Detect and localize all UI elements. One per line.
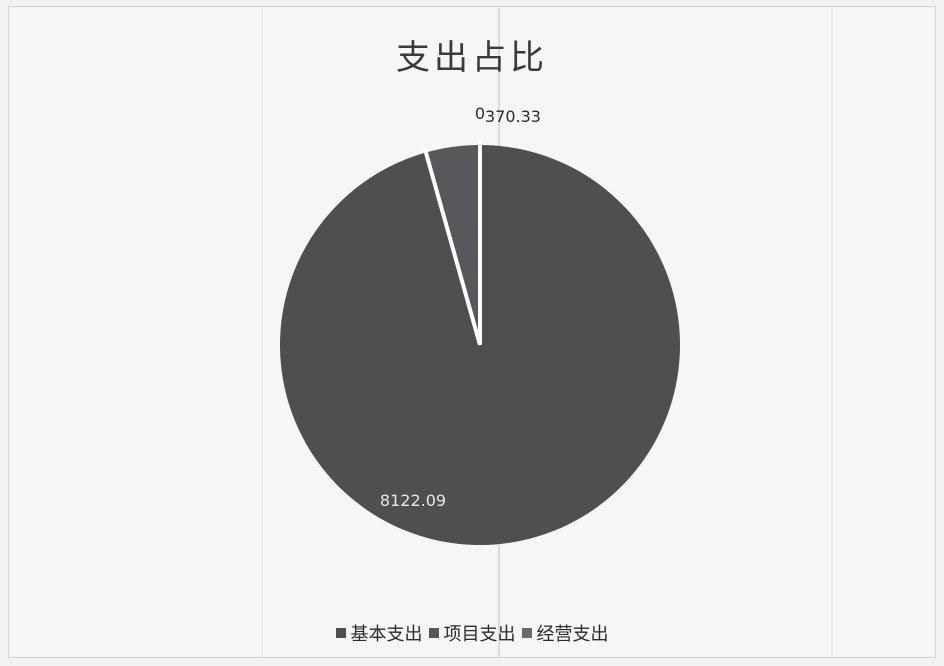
legend-swatch [335,628,346,638]
legend-swatch [521,628,532,638]
legend-swatch [428,628,439,638]
data-label-2: 370.33 [485,107,541,126]
data-label-3: 0 [475,104,485,123]
data-label-1: 8122.09 [380,491,446,510]
legend-label: 项目支出 [443,624,516,645]
chart-legend: 基本支出 项目支出 经营支出 [0,620,944,646]
legend-item-1: 基本支出 [335,620,423,646]
chart-title: 支出占比 [396,38,548,78]
legend-label: 基本支出 [350,624,423,645]
legend-item-3: 经营支出 [521,620,609,646]
slice-separator [422,146,482,346]
legend-item-2: 项目支出 [428,620,516,646]
legend-label: 经营支出 [536,624,609,645]
